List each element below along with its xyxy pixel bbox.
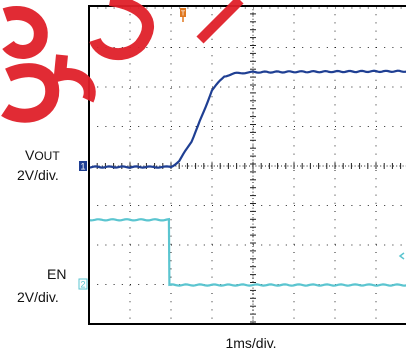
trigger-level-arrow (398, 252, 405, 260)
ch1-marker: 1 (79, 161, 87, 172)
plot-frame (88, 5, 406, 325)
ch2-name-label: EN (47, 266, 67, 282)
time-scale-label: 1ms/div. (225, 335, 277, 351)
vout-trace (88, 69, 406, 169)
traces (88, 69, 406, 287)
ch1-scale-label: 2V/div. (17, 167, 59, 183)
en-trace (88, 217, 406, 287)
ch1-name-label: VOUT (25, 147, 60, 163)
svg-text:2: 2 (80, 280, 85, 290)
ch2-marker: 2 (78, 278, 88, 290)
channel-markers: 1 2 T (78, 8, 405, 290)
graticule (88, 5, 406, 324)
ch2-scale-label: 2V/div. (17, 289, 59, 305)
svg-text:T: T (181, 11, 186, 18)
trigger-marker: T (180, 8, 186, 22)
svg-text:1: 1 (80, 162, 85, 172)
